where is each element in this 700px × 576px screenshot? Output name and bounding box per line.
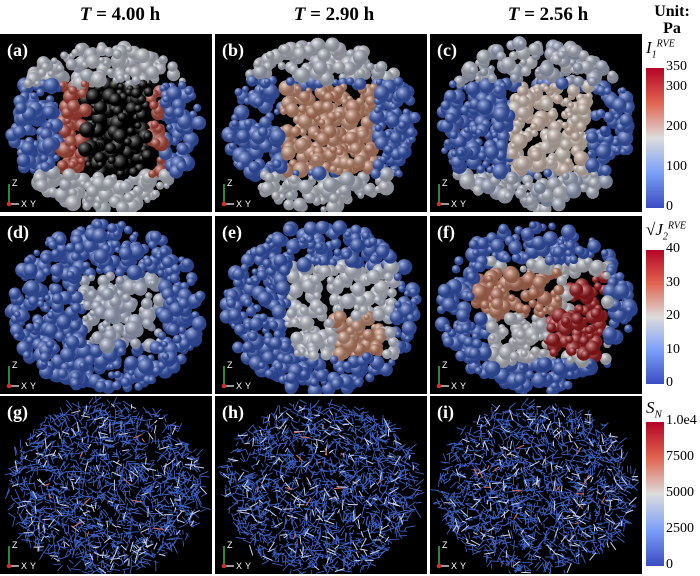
colorbar-title: SN (646, 398, 662, 421)
axes-triad-icon: Z X Y (6, 178, 36, 209)
axes-triad-icon: ZX Y (436, 540, 466, 571)
panel-label: (g) (7, 402, 28, 422)
panel-label: (b) (222, 40, 244, 60)
specimen-render (219, 220, 422, 394)
svg-text:Y: Y (245, 199, 251, 209)
panel-b: (b) Z X Y (215, 34, 427, 212)
panel-f: (f) Z X Y (430, 216, 642, 394)
panel-label: (i) (437, 402, 454, 422)
colorbar-tick-label: 0 (666, 199, 673, 214)
column-title-3: T = 2.56 h (507, 4, 589, 25)
svg-text:Y: Y (30, 199, 36, 209)
colorbar-gradient (646, 250, 664, 384)
panel-a: (a) Z X Y (0, 34, 212, 212)
specimen-render (5, 40, 207, 212)
panel-label: (a) (7, 40, 28, 60)
svg-text:X: X (236, 199, 242, 209)
panel-label: (d) (7, 222, 29, 242)
colorbar-tick-label: 200 (666, 119, 687, 135)
column-title-1: T = 4.00 h (79, 4, 161, 25)
colorbar-tick-label: 30 (666, 274, 680, 290)
specimen-render (217, 398, 425, 574)
panel-label: (c) (437, 40, 457, 60)
colorbar-tick-label: 0 (666, 375, 673, 390)
panel-label: (e) (222, 222, 242, 242)
axes-triad-icon: Z X Y (436, 178, 466, 209)
colorbar-tick-label: 350 (666, 59, 687, 74)
colorbar-tick-label: 20 (666, 308, 680, 323)
colorbar-j2: √J2RVE 40 30 20 10 0 (644, 220, 698, 390)
panel-i: (i) Z X Y (430, 396, 642, 574)
colorbar-tick-label: 7500 (666, 449, 694, 464)
axes-triad-icon: ZX Y (436, 360, 466, 391)
axes-triad-icon: Z X Y (221, 178, 251, 209)
panel-label: (h) (222, 402, 244, 422)
specimen-render (4, 218, 207, 394)
svg-text:Y: Y (460, 199, 466, 209)
svg-text:X: X (21, 199, 27, 209)
specimen-render (221, 37, 421, 212)
colorbar-tick-label: 300 (666, 79, 687, 95)
column-title-2: T = 2.90 h (293, 4, 375, 25)
axes-triad-icon: ZX Y (6, 540, 36, 571)
colorbar-sn: SN 1.0e4 7500 5000 2500 0 (644, 398, 698, 572)
panel-g: (g) Z X Y (0, 396, 212, 574)
colorbar-title: √J2RVE (646, 220, 687, 243)
panel-label: (f) (437, 222, 455, 242)
colorbar-tick-label: 1.0e4 (666, 413, 697, 428)
svg-text:Z: Z (442, 178, 448, 188)
panel-e: (e) Z X Y (215, 216, 427, 394)
unit-label: Unit: Pa (654, 3, 690, 37)
svg-text:Z: Z (12, 178, 18, 188)
panel-d: (d) Z X Y (0, 216, 212, 394)
colorbar-tick-label: 10 (666, 341, 680, 357)
specimen-render (430, 397, 640, 574)
colorbar-tick-label: 2500 (666, 521, 694, 536)
colorbar-gradient (646, 68, 664, 208)
colorbar-tick-label: 100 (666, 158, 687, 174)
panel-h: (h) Z X Y (215, 396, 427, 574)
svg-text:Z: Z (227, 178, 233, 188)
colorbar-tick-label: 40 (666, 241, 680, 256)
axes-triad-icon: ZX Y (221, 540, 251, 571)
colorbar-i1: I1RVE 350 300 200 100 0 (644, 38, 698, 214)
specimen-render (4, 396, 211, 574)
colorbar-title: I1RVE (646, 38, 675, 61)
axes-triad-icon: ZX Y (221, 360, 251, 391)
axes-triad-icon: ZX Y (6, 360, 36, 391)
colorbar-tick-label: 0 (666, 557, 673, 572)
colorbar-tick-label: 5000 (666, 485, 694, 500)
svg-text:X: X (451, 199, 457, 209)
specimen-render (436, 36, 635, 212)
panel-c: (c) Z X Y (430, 34, 642, 212)
specimen-render (434, 221, 638, 394)
colorbar-gradient (646, 422, 664, 566)
